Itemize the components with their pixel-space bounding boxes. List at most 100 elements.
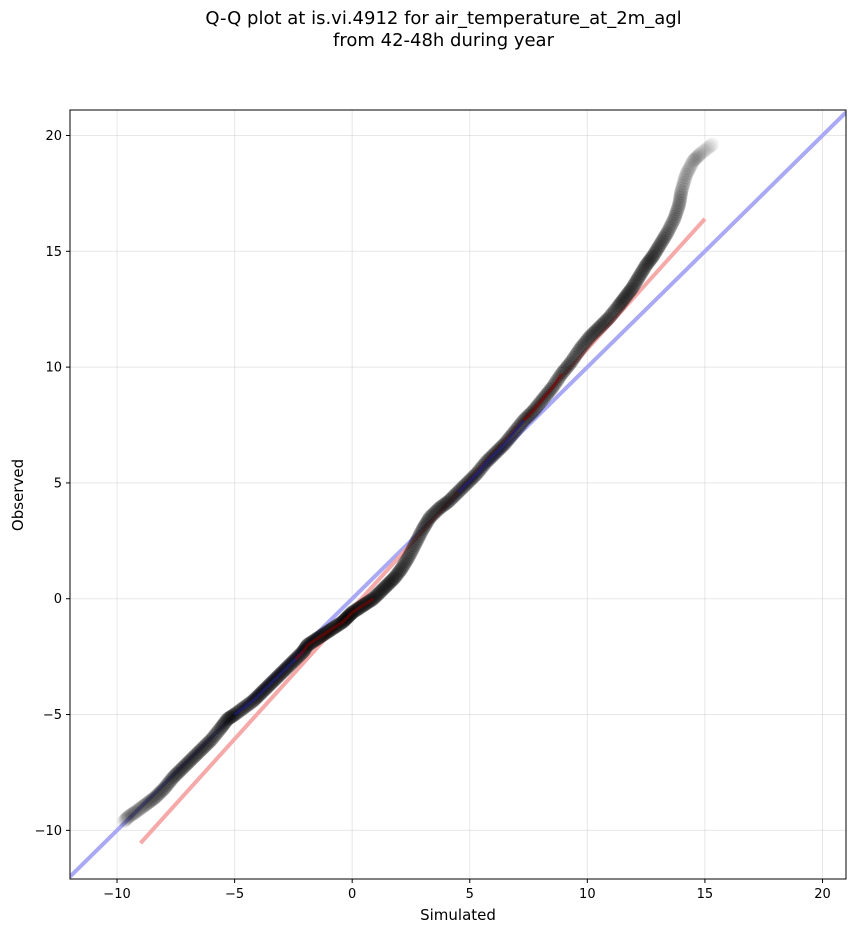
- quantile-point: [133, 801, 148, 816]
- quantile-point: [127, 805, 142, 820]
- quantile-point: [623, 282, 638, 297]
- quantile-point: [179, 757, 194, 772]
- quantile-point: [659, 227, 674, 242]
- grid: [70, 110, 846, 879]
- quantile-point: [599, 313, 614, 328]
- quantile-point: [413, 526, 428, 541]
- quantile-point: [567, 350, 582, 365]
- quantile-point: [652, 239, 667, 254]
- quantile-point: [699, 142, 714, 157]
- quantile-point: [213, 721, 228, 736]
- quantile-point: [675, 178, 690, 193]
- quantile-point: [117, 814, 132, 829]
- quantile-point: [427, 506, 442, 521]
- quantile-point: [207, 729, 222, 744]
- quantile-point: [386, 572, 401, 587]
- quantile-point: [617, 290, 632, 305]
- quantile-point: [595, 317, 610, 332]
- quantile-point: [562, 357, 577, 372]
- quantile-point: [440, 495, 455, 510]
- quantile-point: [219, 713, 234, 728]
- quantile-point: [568, 348, 583, 363]
- quantile-point: [570, 346, 585, 361]
- quantile-point: [378, 580, 393, 595]
- quantile-point: [573, 341, 588, 356]
- quantile-point: [142, 794, 157, 809]
- quantile-point: [152, 786, 167, 801]
- quantile-point: [643, 252, 658, 267]
- quantile-point: [704, 137, 719, 152]
- quantile-point: [634, 265, 649, 280]
- quantile-point: [412, 529, 427, 544]
- quantile-point: [625, 281, 640, 296]
- quantile-point: [649, 243, 664, 258]
- quantile-point: [218, 715, 233, 730]
- quantile-point: [398, 555, 413, 570]
- quantile-point: [418, 518, 433, 533]
- quantile-point: [415, 522, 430, 537]
- x-tick-label: −10: [103, 887, 130, 902]
- quantile-point: [627, 277, 642, 292]
- quantile-point: [673, 188, 688, 203]
- quantile-point: [120, 811, 135, 826]
- quantile-point: [604, 307, 619, 322]
- quantile-point: [610, 299, 625, 314]
- quantile-point: [621, 285, 636, 300]
- quantile-point: [596, 316, 611, 331]
- quantile-point: [408, 536, 423, 551]
- quantile-point: [160, 777, 175, 792]
- quantile-point: [163, 773, 178, 788]
- chart-title-line-2: from 42-48h during year: [333, 30, 554, 51]
- quantile-point: [403, 545, 418, 560]
- quantile-point: [400, 551, 415, 566]
- quantile-point: [653, 237, 668, 252]
- y-tick-label: −5: [43, 708, 62, 723]
- quantile-point: [174, 762, 189, 777]
- quantile-point: [682, 160, 697, 175]
- quantile-point: [619, 289, 634, 304]
- quantile-point: [672, 197, 687, 212]
- quantile-point: [620, 287, 635, 302]
- x-tick-label: 10: [579, 887, 596, 902]
- quantile-point: [396, 557, 411, 572]
- quantile-point: [656, 231, 671, 246]
- quantile-point: [200, 736, 215, 751]
- quantile-point: [663, 218, 678, 233]
- quantile-point: [409, 533, 424, 548]
- quantile-point: [612, 298, 627, 313]
- quantile-point: [593, 319, 608, 334]
- quantile-point: [675, 181, 690, 196]
- quantile-point: [395, 559, 410, 574]
- quantile-point: [678, 170, 693, 185]
- quantile-point: [402, 547, 417, 562]
- central-quantile-overlay: [233, 650, 304, 716]
- quantile-point: [186, 750, 201, 765]
- quantile-point: [667, 211, 682, 226]
- y-tick-label: 5: [54, 476, 62, 491]
- quantile-point: [654, 235, 669, 250]
- quantile-point: [197, 739, 212, 754]
- quantile-point: [650, 241, 665, 256]
- quantile-point: [609, 301, 624, 316]
- quantile-point: [416, 520, 431, 535]
- quantile-point: [222, 710, 237, 725]
- quantile-point: [648, 245, 663, 260]
- quantile-point: [581, 331, 596, 346]
- chart-title: Q-Q plot at is.vi.4912 for air_temperatu…: [0, 8, 854, 52]
- quantile-point: [692, 148, 707, 163]
- quantile-point: [214, 719, 229, 734]
- quantile-point: [672, 195, 687, 210]
- quantile-point: [703, 139, 718, 154]
- quantile-point: [681, 163, 696, 178]
- quantile-point: [177, 759, 192, 774]
- quantile-point: [388, 569, 403, 584]
- quantile-point: [672, 193, 687, 208]
- quantile-point: [414, 524, 429, 539]
- quantile-point: [379, 578, 394, 593]
- x-tick-label: 0: [348, 887, 356, 902]
- quantile-point: [172, 763, 187, 778]
- quantile-point: [374, 583, 389, 598]
- quantile-point: [121, 810, 136, 825]
- y-tick-label: 10: [45, 361, 62, 376]
